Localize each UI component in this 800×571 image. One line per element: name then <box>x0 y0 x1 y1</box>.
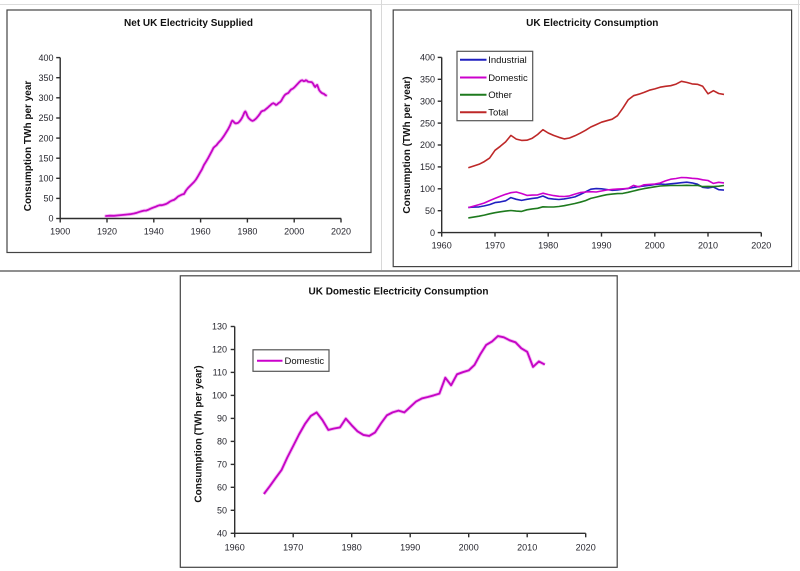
svg-text:100: 100 <box>212 391 227 401</box>
svg-text:150: 150 <box>420 162 435 172</box>
svg-text:130: 130 <box>212 322 227 332</box>
svg-text:300: 300 <box>38 93 53 103</box>
svg-text:1960: 1960 <box>191 227 211 237</box>
svg-text:200: 200 <box>420 140 435 150</box>
svg-text:200: 200 <box>38 133 53 143</box>
svg-text:40: 40 <box>217 529 227 539</box>
svg-text:50: 50 <box>43 194 53 204</box>
svg-text:UK Electricity Consumption: UK Electricity Consumption <box>526 18 658 29</box>
svg-text:1990: 1990 <box>400 543 420 553</box>
svg-text:Domestic: Domestic <box>285 356 325 367</box>
svg-text:2020: 2020 <box>576 543 596 553</box>
svg-text:1920: 1920 <box>97 227 117 237</box>
svg-text:2020: 2020 <box>751 241 771 251</box>
svg-text:1960: 1960 <box>432 241 452 251</box>
svg-text:2000: 2000 <box>645 241 665 251</box>
svg-text:80: 80 <box>217 437 227 447</box>
svg-text:0: 0 <box>48 214 53 224</box>
svg-text:Consumption TWh per year: Consumption TWh per year <box>23 81 34 212</box>
svg-text:2010: 2010 <box>517 543 537 553</box>
svg-text:2000: 2000 <box>284 227 304 237</box>
svg-text:Consumption (TWh per year): Consumption (TWh per year) <box>194 365 205 502</box>
svg-text:1970: 1970 <box>485 241 505 251</box>
svg-text:Consumption (TWh per year): Consumption (TWh per year) <box>402 76 413 213</box>
svg-text:110: 110 <box>213 368 227 378</box>
svg-text:1900: 1900 <box>50 227 70 237</box>
svg-text:Total: Total <box>488 108 508 119</box>
svg-text:1980: 1980 <box>342 543 362 553</box>
svg-text:250: 250 <box>38 113 53 123</box>
svg-text:Industrial: Industrial <box>488 55 527 66</box>
svg-text:400: 400 <box>420 53 435 63</box>
svg-text:0: 0 <box>430 228 435 238</box>
svg-text:400: 400 <box>38 53 53 63</box>
svg-text:350: 350 <box>420 75 435 85</box>
svg-text:60: 60 <box>217 483 227 493</box>
svg-text:250: 250 <box>420 118 435 128</box>
svg-text:350: 350 <box>38 73 53 83</box>
svg-text:Other: Other <box>488 90 512 101</box>
svg-text:1980: 1980 <box>237 227 257 237</box>
svg-text:1980: 1980 <box>538 241 558 251</box>
svg-text:Net UK Electricity Supplied: Net UK Electricity Supplied <box>124 18 253 29</box>
svg-text:2010: 2010 <box>698 241 718 251</box>
svg-text:50: 50 <box>217 506 227 516</box>
svg-text:1940: 1940 <box>144 227 164 237</box>
svg-text:120: 120 <box>212 345 227 355</box>
svg-text:150: 150 <box>38 153 53 163</box>
svg-text:1990: 1990 <box>591 241 611 251</box>
svg-text:1960: 1960 <box>225 543 245 553</box>
svg-text:Domestic: Domestic <box>488 73 528 84</box>
svg-text:100: 100 <box>420 184 435 194</box>
svg-text:2020: 2020 <box>331 227 351 237</box>
svg-text:100: 100 <box>38 174 53 184</box>
svg-text:2000: 2000 <box>459 543 479 553</box>
svg-text:1970: 1970 <box>283 543 303 553</box>
svg-text:UK Domestic Electricity Consum: UK Domestic Electricity Consumption <box>308 286 488 297</box>
svg-text:300: 300 <box>420 96 435 106</box>
svg-text:70: 70 <box>217 460 227 470</box>
svg-text:90: 90 <box>217 414 227 424</box>
svg-text:50: 50 <box>425 206 435 216</box>
